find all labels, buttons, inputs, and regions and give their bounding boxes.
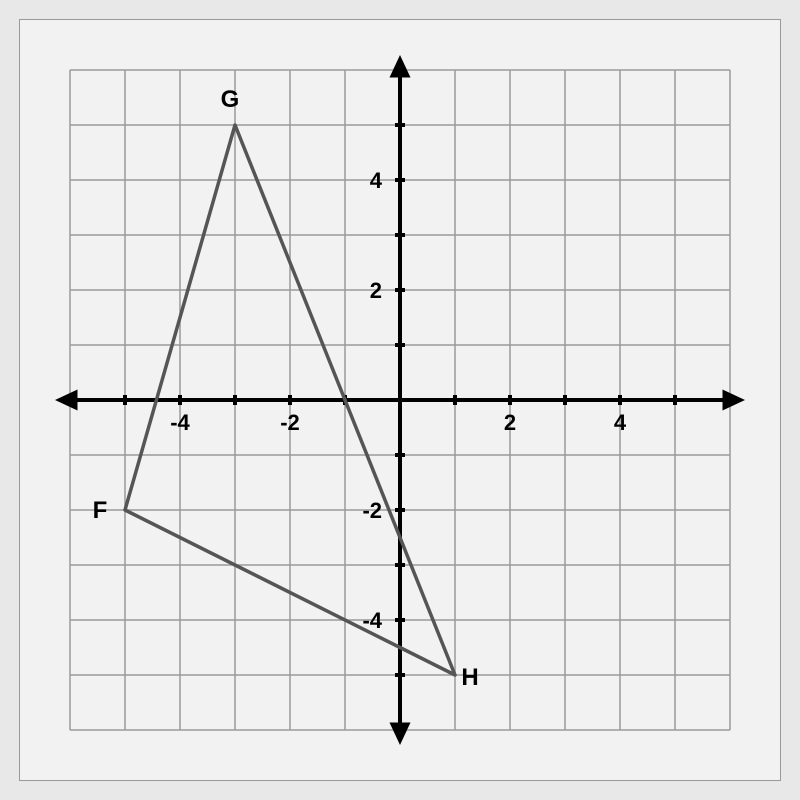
x-tick-label: -4	[170, 410, 190, 435]
chart-container: -4-22442-2-4FGH	[19, 19, 781, 781]
coordinate-plane-svg: -4-22442-2-4FGH	[50, 50, 750, 750]
x-tick-label: -2	[280, 410, 300, 435]
x-tick-label: 2	[504, 410, 516, 435]
vertex-label-h: H	[461, 664, 478, 691]
y-tick-label: -2	[362, 498, 382, 523]
x-tick-label: 4	[614, 410, 627, 435]
y-tick-label: 2	[370, 278, 382, 303]
vertex-label-g: G	[221, 86, 240, 113]
vertex-label-f: F	[93, 497, 108, 524]
y-tick-label: 4	[370, 168, 383, 193]
